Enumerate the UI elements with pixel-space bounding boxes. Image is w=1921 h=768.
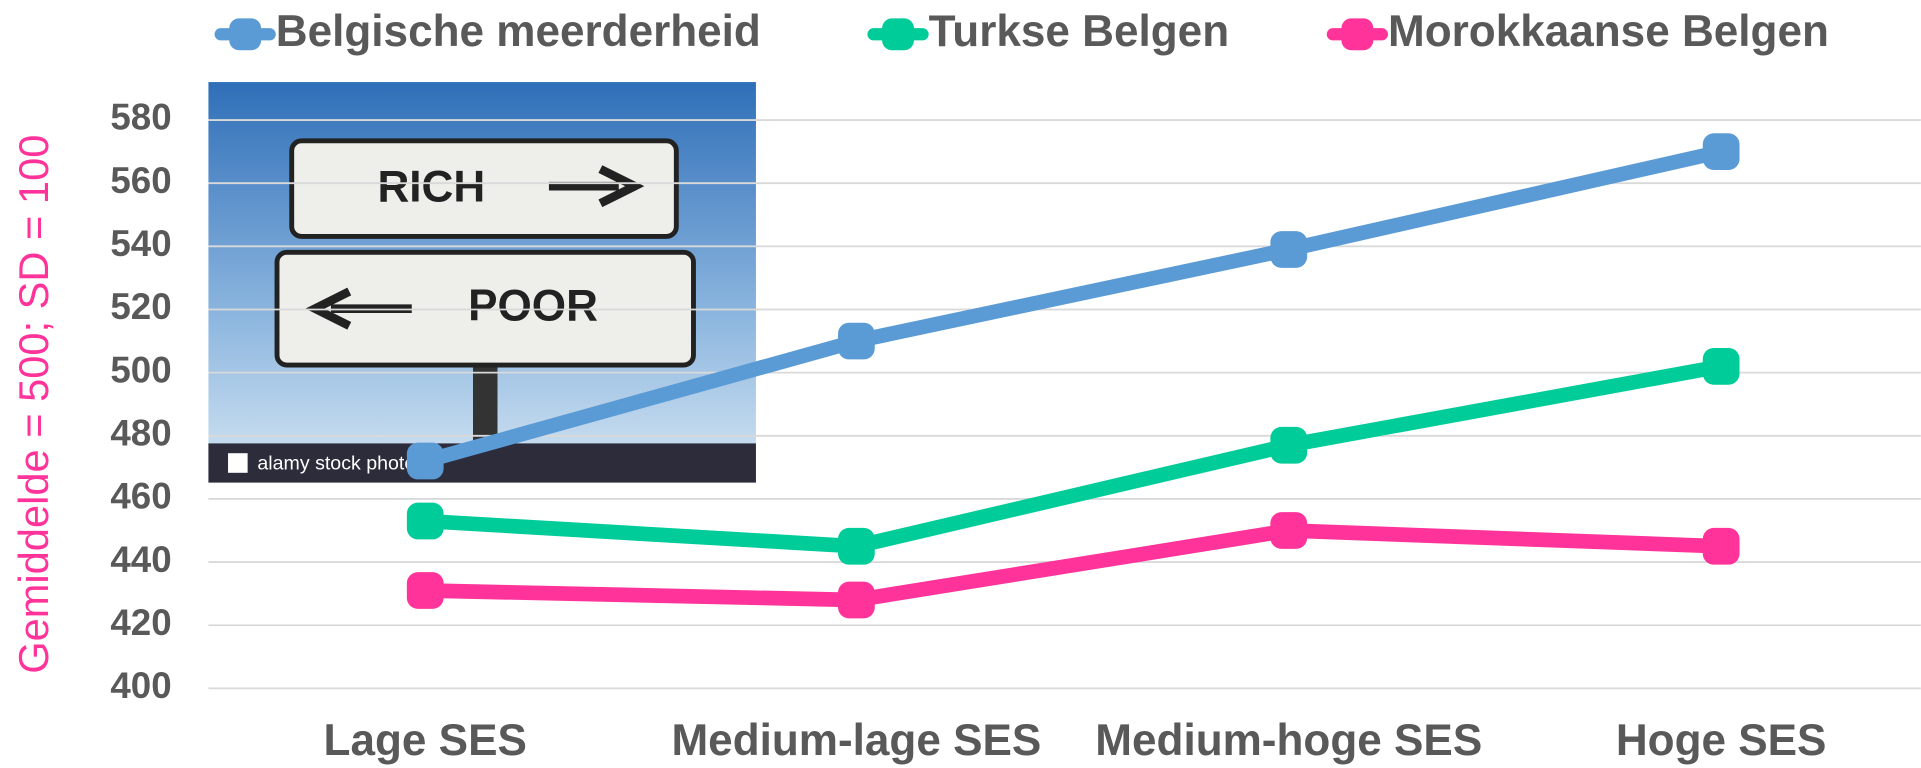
sign-text: POOR	[468, 281, 598, 330]
y-tick-label: 540	[110, 223, 171, 264]
legend-label: Belgische meerderheid	[276, 7, 761, 56]
data-point	[838, 322, 875, 360]
y-tick-label: 580	[110, 97, 171, 138]
y-axis-label: Gemiddelde = 500; SD = 100	[10, 135, 57, 674]
data-point	[838, 527, 875, 565]
data-point	[406, 442, 444, 480]
data-point	[1702, 133, 1740, 170]
data-point	[406, 502, 444, 540]
legend-marker	[882, 18, 914, 51]
y-tick-label: 460	[110, 476, 171, 517]
x-tick-label: Medium-hoge SES	[1095, 716, 1482, 765]
data-point	[406, 572, 444, 609]
sign-board	[289, 138, 679, 239]
data-point	[1702, 527, 1740, 565]
y-tick-label: 420	[110, 602, 171, 643]
credit-text: alamy stock photo	[257, 452, 415, 474]
data-point	[1270, 512, 1308, 549]
y-tick-label: 560	[110, 160, 171, 201]
y-tick-label: 500	[110, 349, 171, 390]
y-tick-label: 400	[110, 665, 171, 706]
data-point	[838, 581, 875, 619]
credit-logo	[228, 453, 248, 473]
legend-marker	[1341, 18, 1374, 51]
stock-image: RICH POOR alamy stock photo	[208, 82, 756, 483]
y-tick-label: 520	[110, 286, 171, 327]
sign-arrow	[548, 165, 645, 208]
series-line	[424, 359, 1723, 554]
sign-post	[472, 355, 498, 446]
x-tick-label: Medium-lage SES	[671, 716, 1041, 765]
series-line	[425, 523, 1722, 608]
data-point	[1702, 347, 1740, 385]
y-tick-label: 480	[110, 412, 171, 453]
data-point	[1270, 231, 1308, 268]
series-line	[423, 144, 1723, 469]
x-tick-label: Lage SES	[324, 716, 527, 765]
legend-label: Turkse Belgen	[929, 7, 1229, 56]
x-tick-label: Hoge SES	[1616, 716, 1827, 765]
legend-label: Morokkaanse Belgen	[1388, 7, 1829, 56]
data-point	[1270, 426, 1308, 464]
y-tick-label: 440	[110, 539, 171, 580]
legend-marker	[229, 18, 262, 51]
sign-text: RICH	[377, 162, 485, 211]
